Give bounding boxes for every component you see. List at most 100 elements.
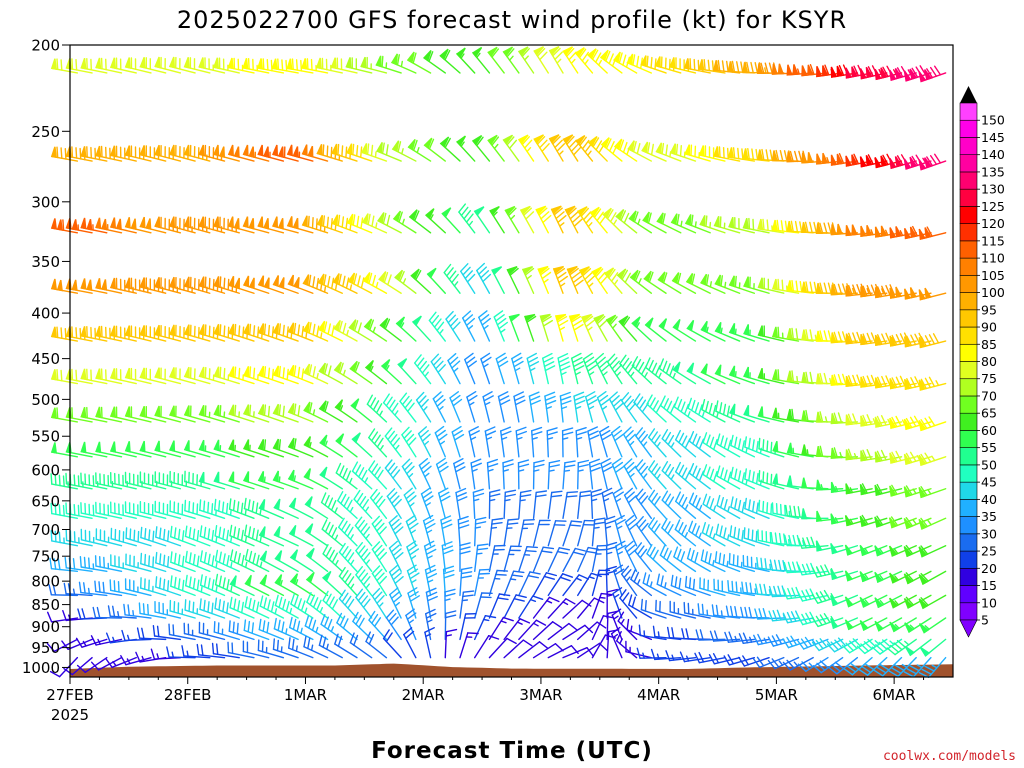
colorbar-label: 45 [981, 475, 997, 490]
wind-barb [786, 442, 814, 458]
wind-barb [243, 471, 270, 490]
wind-barb [425, 587, 438, 619]
wind-barb [213, 498, 240, 519]
wind-barb [811, 638, 844, 652]
wind-barb [95, 278, 123, 294]
wind-barb [918, 416, 947, 432]
wind-barb [80, 278, 108, 294]
wind-barb [259, 550, 285, 573]
wind-barb [503, 545, 522, 573]
wind-barb [616, 268, 638, 294]
wind-barb [587, 48, 608, 74]
wind-barb [124, 217, 152, 234]
wind-barb [444, 610, 457, 641]
colorbar-cell [959, 119, 978, 138]
wind-barb [700, 320, 726, 342]
wind-barb [622, 426, 638, 458]
wind-barb [815, 479, 844, 491]
wind-barb [575, 135, 594, 162]
wind-barb [830, 481, 859, 494]
wind-barb [830, 568, 859, 581]
colorbar-label: 40 [981, 492, 997, 507]
colorbar-cell [959, 154, 978, 173]
colorbar-label: 150 [981, 113, 1005, 128]
wind-barb [686, 319, 711, 342]
wind-barb [562, 647, 594, 659]
wind-barb [286, 216, 314, 234]
wind-barb [744, 497, 770, 519]
wind-barb [699, 577, 726, 597]
wind-barb [728, 552, 756, 573]
wind-barb [286, 144, 314, 162]
wind-barb [727, 147, 756, 162]
wind-barb [562, 460, 576, 490]
wind-barb [618, 315, 638, 342]
wind-barb [613, 138, 638, 162]
wind-barb [166, 646, 196, 659]
wind-barb [493, 310, 508, 342]
wind-barb [139, 367, 167, 385]
wind-barb [388, 515, 404, 547]
wind-barb [434, 425, 448, 458]
wind-barb [502, 134, 520, 162]
wind-barb [511, 352, 524, 385]
wind-barb [125, 553, 152, 573]
wind-barb [242, 216, 270, 234]
wind-barb [626, 618, 653, 641]
wind-barb [109, 501, 137, 519]
y-tick-label: 450 [31, 350, 60, 368]
wind-barb [319, 466, 343, 490]
wind-barb [904, 376, 932, 391]
wind-barb [140, 526, 167, 547]
colorbar-cell [959, 326, 978, 345]
wind-barb [608, 391, 624, 423]
wind-barb [655, 599, 682, 619]
wind-barb [555, 313, 569, 342]
wind-barb [229, 524, 255, 547]
wind-barb [684, 575, 711, 597]
wind-barb [648, 460, 667, 490]
wind-barb [184, 574, 211, 597]
wind-barb [830, 412, 859, 425]
wind-barb [390, 53, 417, 74]
wind-barb [392, 210, 417, 234]
wind-barb [139, 577, 167, 597]
wind-barb [521, 266, 535, 294]
wind-barb [518, 571, 541, 597]
wind-barb [652, 625, 682, 641]
wind-barb [744, 436, 770, 458]
wind-barb [528, 391, 541, 423]
wind-barb [50, 442, 79, 458]
wind-barb [542, 352, 556, 385]
wind-barb [199, 525, 226, 547]
wind-barb [532, 621, 562, 641]
wind-barb [562, 599, 592, 619]
wind-barb [532, 519, 551, 547]
wind-barb [889, 570, 917, 584]
colorbar-cell [959, 395, 978, 414]
wind-barb [500, 426, 512, 458]
wind-barb [571, 352, 585, 385]
wind-barb [581, 313, 595, 342]
wind-barb [388, 540, 404, 573]
y-tick-label: 200 [31, 37, 60, 55]
wind-barb [459, 632, 479, 659]
colorbar-label: 30 [981, 526, 997, 541]
wind-barb [432, 391, 446, 423]
wind-barb [683, 58, 711, 74]
wind-barb [826, 637, 859, 653]
wind-barb [109, 406, 137, 423]
wind-barb [154, 405, 182, 423]
wind-barb [301, 58, 329, 74]
wind-barb [615, 208, 638, 234]
wind-barb [688, 520, 711, 547]
wind-barb [811, 589, 844, 604]
wind-barb [154, 440, 182, 458]
wind-barb [859, 514, 888, 527]
wind-barb [619, 354, 638, 385]
wind-barb [303, 468, 329, 490]
wind-barb [656, 573, 682, 597]
wind-barb [830, 373, 859, 386]
wind-barb [801, 444, 829, 458]
wind-barb [801, 508, 829, 520]
